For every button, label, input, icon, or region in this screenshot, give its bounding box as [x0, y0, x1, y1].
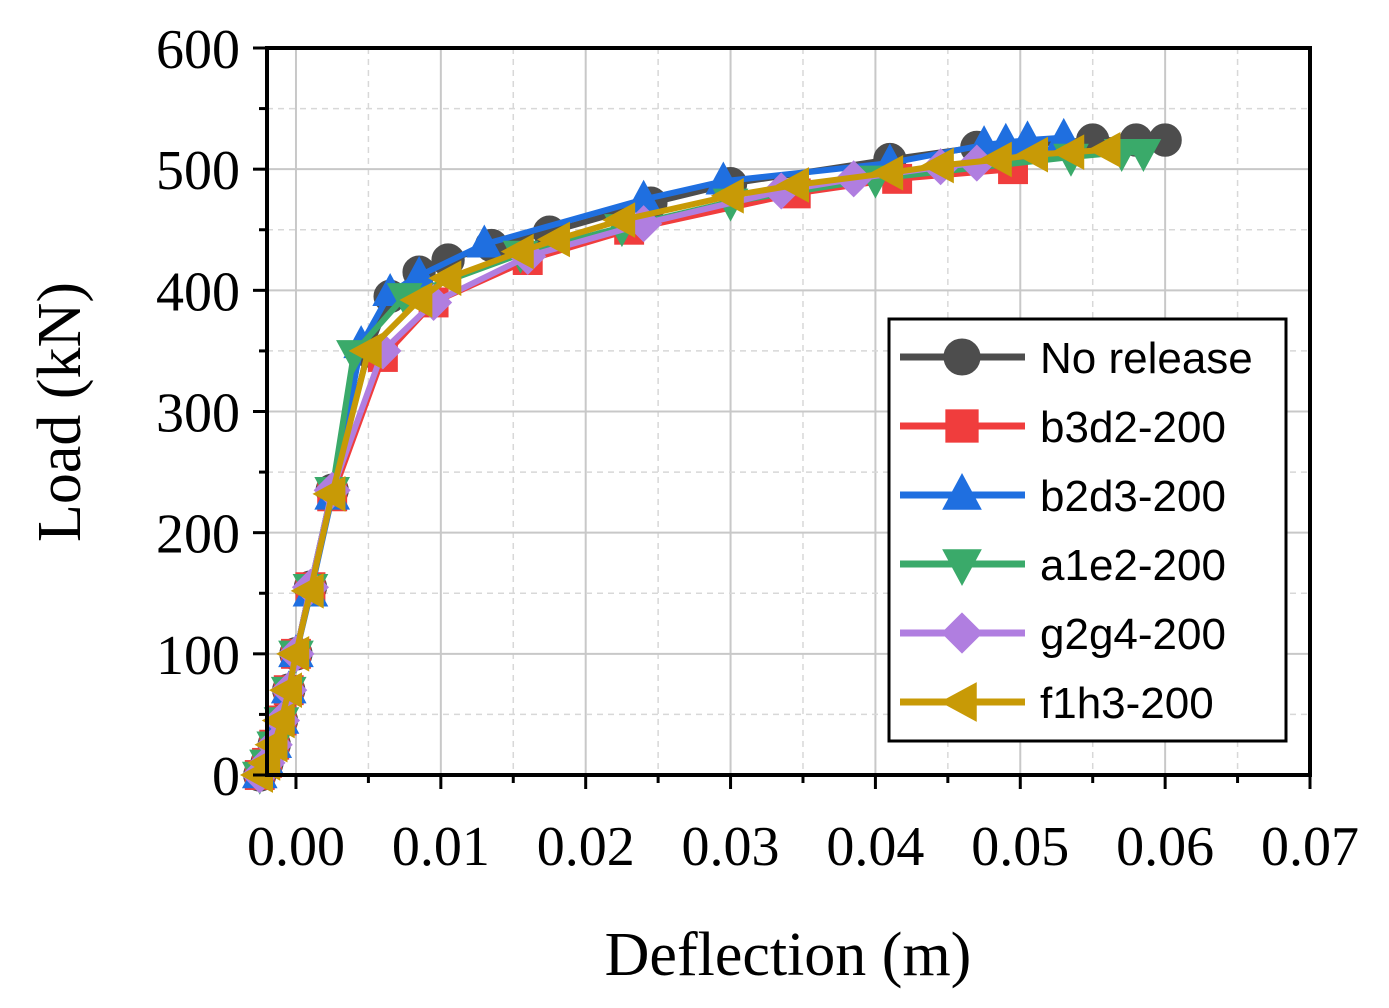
- data-point: [312, 476, 346, 512]
- series-f1h3-200: [240, 131, 1121, 793]
- x-tick-label: 0.05: [971, 816, 1069, 878]
- legend-entry: g2g4-200: [900, 610, 1226, 659]
- data-point: [428, 260, 462, 297]
- data-point: [1015, 136, 1049, 173]
- x-tick-label: 0.00: [247, 816, 345, 878]
- data-point: [247, 745, 281, 781]
- data-point: [710, 177, 744, 214]
- legend-marker: [945, 409, 979, 443]
- data-point: [348, 333, 382, 369]
- legend-entry: No release: [900, 334, 1253, 383]
- data-point: [276, 635, 310, 672]
- y-tick-label: 600: [156, 19, 240, 81]
- data-point: [1087, 131, 1121, 168]
- y-tick-label: 200: [156, 504, 240, 566]
- y-axis-title: Load (kN): [26, 282, 94, 542]
- legend-label: f1h3-200: [1040, 679, 1214, 728]
- data-point: [254, 726, 288, 763]
- legend-marker: [942, 473, 982, 510]
- y-tick-label: 0: [212, 746, 240, 808]
- x-tick-label: 0.07: [1261, 816, 1359, 878]
- legend-entry: b3d2-200: [900, 403, 1226, 452]
- legend-marker: [943, 338, 981, 376]
- data-point: [399, 282, 433, 318]
- legend-label: b3d2-200: [1040, 403, 1226, 452]
- data-point: [775, 167, 809, 203]
- legend-entry: a1e2-200: [900, 541, 1226, 590]
- x-tick-label: 0.01: [392, 816, 490, 878]
- legend-box: [887, 317, 1288, 743]
- legend-entry: b2d3-200: [900, 472, 1226, 521]
- y-tick-label: 500: [156, 140, 240, 202]
- legend-marker: [942, 549, 982, 586]
- legend-label: g2g4-200: [1040, 610, 1226, 659]
- data-point: [1051, 134, 1085, 171]
- data-point: [261, 702, 295, 739]
- data-point: [920, 147, 954, 184]
- legend-label: a1e2-200: [1040, 541, 1226, 590]
- y-tick-label: 400: [156, 261, 240, 323]
- data-point: [978, 141, 1012, 178]
- data-point: [1125, 138, 1162, 172]
- data-point: [536, 221, 570, 258]
- data-point: [290, 572, 324, 609]
- series-layer: [240, 117, 1182, 795]
- x-tick-label: 0.02: [537, 816, 635, 878]
- data-point: [268, 672, 302, 709]
- x-tick-label: 0.03: [682, 816, 780, 878]
- series-line: [257, 146, 1108, 777]
- legend-marker: [941, 612, 983, 654]
- data-point: [466, 224, 503, 258]
- legend-marker: [940, 682, 977, 722]
- data-point: [870, 154, 904, 191]
- tick-labels: 0.00 0.01 0.02 0.03 0.04 0.05 0.06 0.07 0 100 200 3…: [156, 19, 1359, 878]
- x-tick-label: 0.06: [1116, 816, 1214, 878]
- legend-label: No release: [1040, 334, 1253, 383]
- y-tick-label: 300: [156, 383, 240, 445]
- legend: No release b3d2-200 b2d3-200 a1e2-200 g2g4-2…: [887, 317, 1288, 743]
- x-axis-title: Deflection (m): [605, 921, 972, 989]
- data-point: [602, 202, 636, 238]
- legend-label: b2d3-200: [1040, 472, 1226, 521]
- legend-entry: f1h3-200: [900, 679, 1214, 728]
- y-tick-label: 100: [156, 625, 240, 687]
- data-point: [500, 233, 534, 270]
- axis-ticks: [253, 46, 1312, 789]
- x-tick-label: 0.04: [826, 816, 924, 878]
